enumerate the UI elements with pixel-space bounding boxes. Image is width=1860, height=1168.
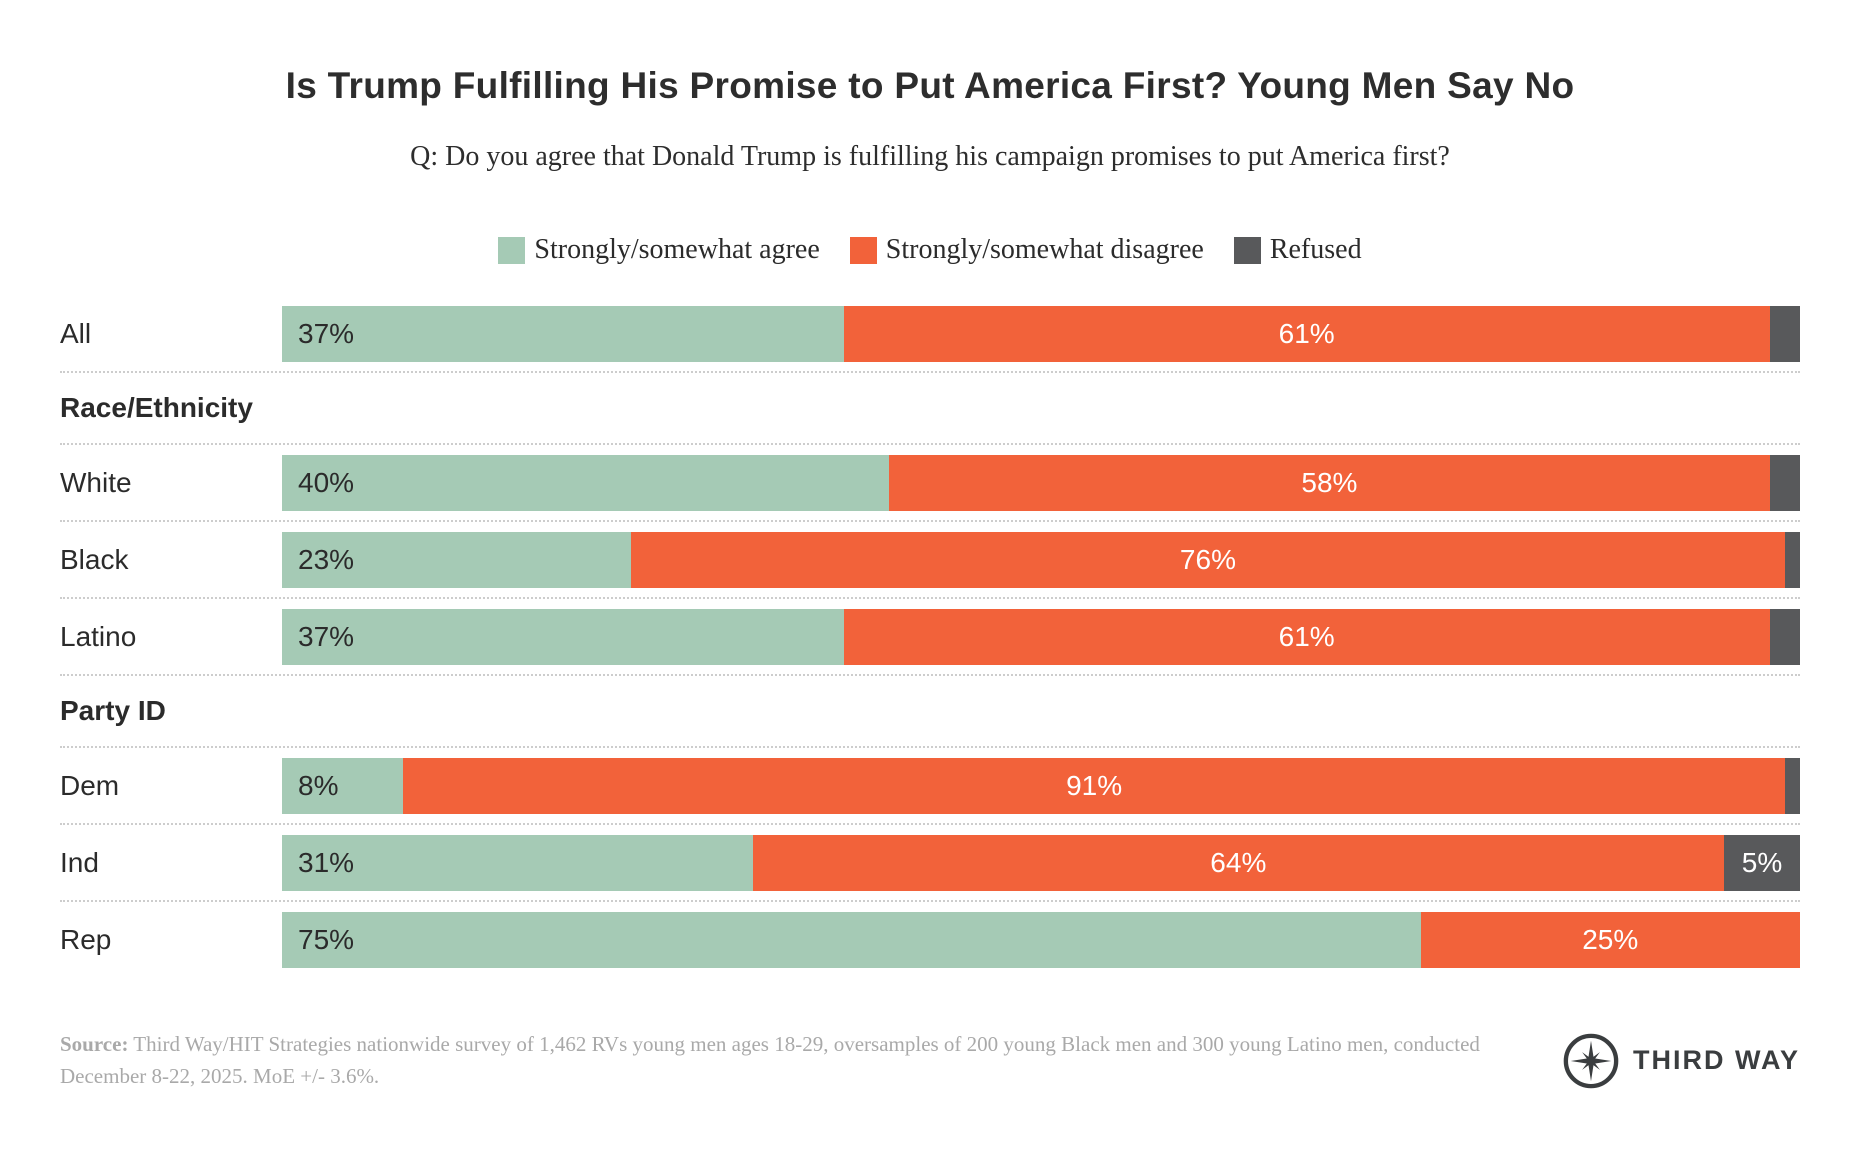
stacked-bar: 37% 61% [282,305,1800,362]
chart-row: Ind 31% 64% 5% [60,825,1800,903]
survey-question: Q: Do you agree that Donald Trump is ful… [410,141,1450,173]
stacked-bar: 37% 61% [282,608,1800,665]
section-header-row: Race/Ethnicity [60,373,1800,446]
thirdway-logo: THIRD WAY [1562,1032,1800,1090]
chart-row: Rep 75% 25% [60,902,1800,977]
chart: All 37% 61% Race/Ethnicity White 40% 58%… [60,296,1800,977]
stacked-bar: 40% 58% [282,454,1800,511]
chart-row: Black 23% 76% [60,522,1800,600]
thirdway-compass-icon [1563,1033,1619,1088]
disagree-value-label: 58% [1301,466,1358,498]
refused-segment [1784,757,1800,814]
row-label: White [60,466,132,498]
row-label: Rep [60,923,112,955]
source-note: Source: Third Way/HIT Strategies nationw… [60,1029,1510,1092]
agree-value-label: 37% [298,620,355,652]
page: Is Trump Fulfilling His Promise to Put A… [0,64,1860,1092]
disagree-segment: 58% [889,454,1770,511]
agree-value-label: 40% [298,466,355,498]
refused-segment [1769,305,1800,362]
legend-label-agree: Strongly/somewhat agree [534,234,820,266]
chart-row: Latino 37% 61% [60,599,1800,677]
stacked-bar: 31% 64% 5% [282,834,1800,891]
agree-swatch-icon [498,236,526,264]
row-label: Black [60,543,129,575]
page-title: Is Trump Fulfilling His Promise to Put A… [285,65,1575,106]
agree-value-label: 75% [298,923,355,955]
stacked-bar: 8% 91% [282,757,1800,814]
legend-label-refused: Refused [1269,234,1362,266]
disagree-segment: 61% [843,608,1770,665]
row-label: Dem [60,769,120,801]
stacked-bar: 23% 76% [282,531,1800,588]
footer: Source: Third Way/HIT Strategies nationw… [60,1029,1800,1092]
agree-segment: 23% [282,531,632,588]
legend: Strongly/somewhat agree Strongly/somewha… [60,234,1800,266]
disagree-segment: 61% [843,305,1770,362]
agree-segment: 75% [282,911,1421,968]
refused-value-label: 5% [1741,846,1783,878]
section-header-row: Party ID [60,676,1800,749]
section-header-label: Party ID [60,695,166,727]
row-label: Ind [60,846,99,878]
source-label: Source: [60,1032,129,1057]
disagree-swatch-icon [849,236,877,264]
agree-segment: 31% [282,834,753,891]
chart-row: White 40% 58% [60,445,1800,523]
refused-segment [1769,608,1800,665]
refused-swatch-icon [1233,236,1261,264]
agree-value-label: 31% [298,846,355,878]
disagree-segment: 91% [403,757,1785,814]
agree-segment: 8% [282,757,404,814]
agree-value-label: 8% [298,769,339,801]
chart-row: Dem 8% 91% [60,748,1800,826]
stacked-bar: 75% 25% [282,911,1800,968]
source-text: Third Way/HIT Strategies nationwide surv… [60,1032,1480,1088]
chart-row: All 37% 61% [60,296,1800,374]
disagree-segment: 64% [752,834,1725,891]
agree-value-label: 23% [298,543,355,575]
row-label: Latino [60,620,137,652]
disagree-segment: 25% [1420,911,1800,968]
disagree-value-label: 64% [1210,846,1267,878]
agree-value-label: 37% [298,317,355,349]
disagree-value-label: 61% [1278,317,1335,349]
refused-segment: 5% [1724,834,1800,891]
refused-segment [1769,454,1800,511]
legend-label-disagree: Strongly/somewhat disagree [885,234,1204,266]
agree-segment: 40% [282,454,890,511]
legend-item-agree: Strongly/somewhat agree [498,234,820,266]
refused-segment [1784,531,1800,588]
disagree-value-label: 76% [1179,543,1236,575]
disagree-segment: 76% [631,531,1785,588]
chart-rows: All 37% 61% Race/Ethnicity White 40% 58%… [60,296,1800,977]
disagree-value-label: 91% [1066,769,1123,801]
disagree-value-label: 25% [1582,923,1639,955]
row-label: All [60,317,92,349]
legend-item-refused: Refused [1233,234,1362,266]
agree-segment: 37% [282,608,844,665]
thirdway-logo-text: THIRD WAY [1632,1045,1800,1076]
legend-item-disagree: Strongly/somewhat disagree [849,234,1204,266]
agree-segment: 37% [282,305,844,362]
disagree-value-label: 61% [1278,620,1335,652]
section-header-label: Race/Ethnicity [60,392,253,424]
